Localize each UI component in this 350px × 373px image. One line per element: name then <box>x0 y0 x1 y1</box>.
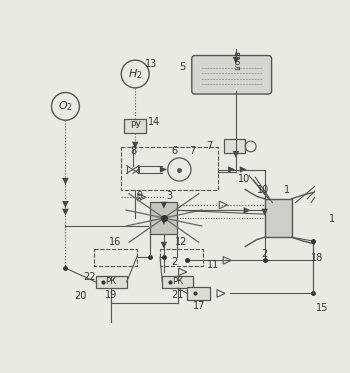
Text: 6: 6 <box>172 145 178 156</box>
Text: 3: 3 <box>166 191 172 201</box>
Text: 17: 17 <box>193 301 205 311</box>
Text: 5: 5 <box>179 62 186 72</box>
Text: 9: 9 <box>137 191 143 201</box>
FancyBboxPatch shape <box>162 276 193 288</box>
Text: 19: 19 <box>105 289 117 300</box>
FancyBboxPatch shape <box>265 199 292 237</box>
Text: 20: 20 <box>74 291 86 301</box>
Polygon shape <box>62 209 69 216</box>
Polygon shape <box>62 178 69 185</box>
Text: 15: 15 <box>316 304 328 313</box>
Text: 2: 2 <box>261 249 267 259</box>
Text: $H_2$: $H_2$ <box>128 67 142 81</box>
Text: РК: РК <box>172 278 183 286</box>
FancyBboxPatch shape <box>96 276 127 288</box>
Text: 12: 12 <box>175 236 188 247</box>
Polygon shape <box>244 207 251 214</box>
Text: 22: 22 <box>83 272 96 282</box>
Polygon shape <box>62 201 69 208</box>
FancyBboxPatch shape <box>124 119 146 132</box>
Text: 2: 2 <box>172 257 178 267</box>
FancyBboxPatch shape <box>192 56 272 94</box>
FancyBboxPatch shape <box>224 140 245 153</box>
Text: 16: 16 <box>109 236 121 247</box>
Text: $O_2$: $O_2$ <box>58 100 73 113</box>
Text: 10: 10 <box>257 185 269 195</box>
FancyBboxPatch shape <box>150 202 177 234</box>
Text: 8: 8 <box>131 145 137 156</box>
Text: 1: 1 <box>284 185 290 195</box>
Text: 11: 11 <box>206 260 219 270</box>
Polygon shape <box>240 166 247 173</box>
Text: 18: 18 <box>311 253 323 263</box>
Text: РУ: РУ <box>130 121 141 130</box>
Polygon shape <box>261 209 268 216</box>
Polygon shape <box>233 57 239 64</box>
Text: РК: РК <box>106 278 117 286</box>
FancyBboxPatch shape <box>187 287 210 300</box>
Polygon shape <box>132 142 139 149</box>
Text: 21: 21 <box>172 289 184 300</box>
Text: взол: взол <box>231 51 240 71</box>
Polygon shape <box>160 166 167 173</box>
Text: 1: 1 <box>329 214 335 224</box>
Polygon shape <box>161 242 167 249</box>
Polygon shape <box>228 166 235 173</box>
Text: 7: 7 <box>189 145 196 156</box>
Polygon shape <box>161 218 167 225</box>
Text: 13: 13 <box>145 59 157 69</box>
Text: 7: 7 <box>206 141 213 151</box>
Polygon shape <box>233 151 239 158</box>
Text: 10: 10 <box>238 174 250 184</box>
Text: 14: 14 <box>148 117 160 127</box>
Polygon shape <box>161 202 167 209</box>
